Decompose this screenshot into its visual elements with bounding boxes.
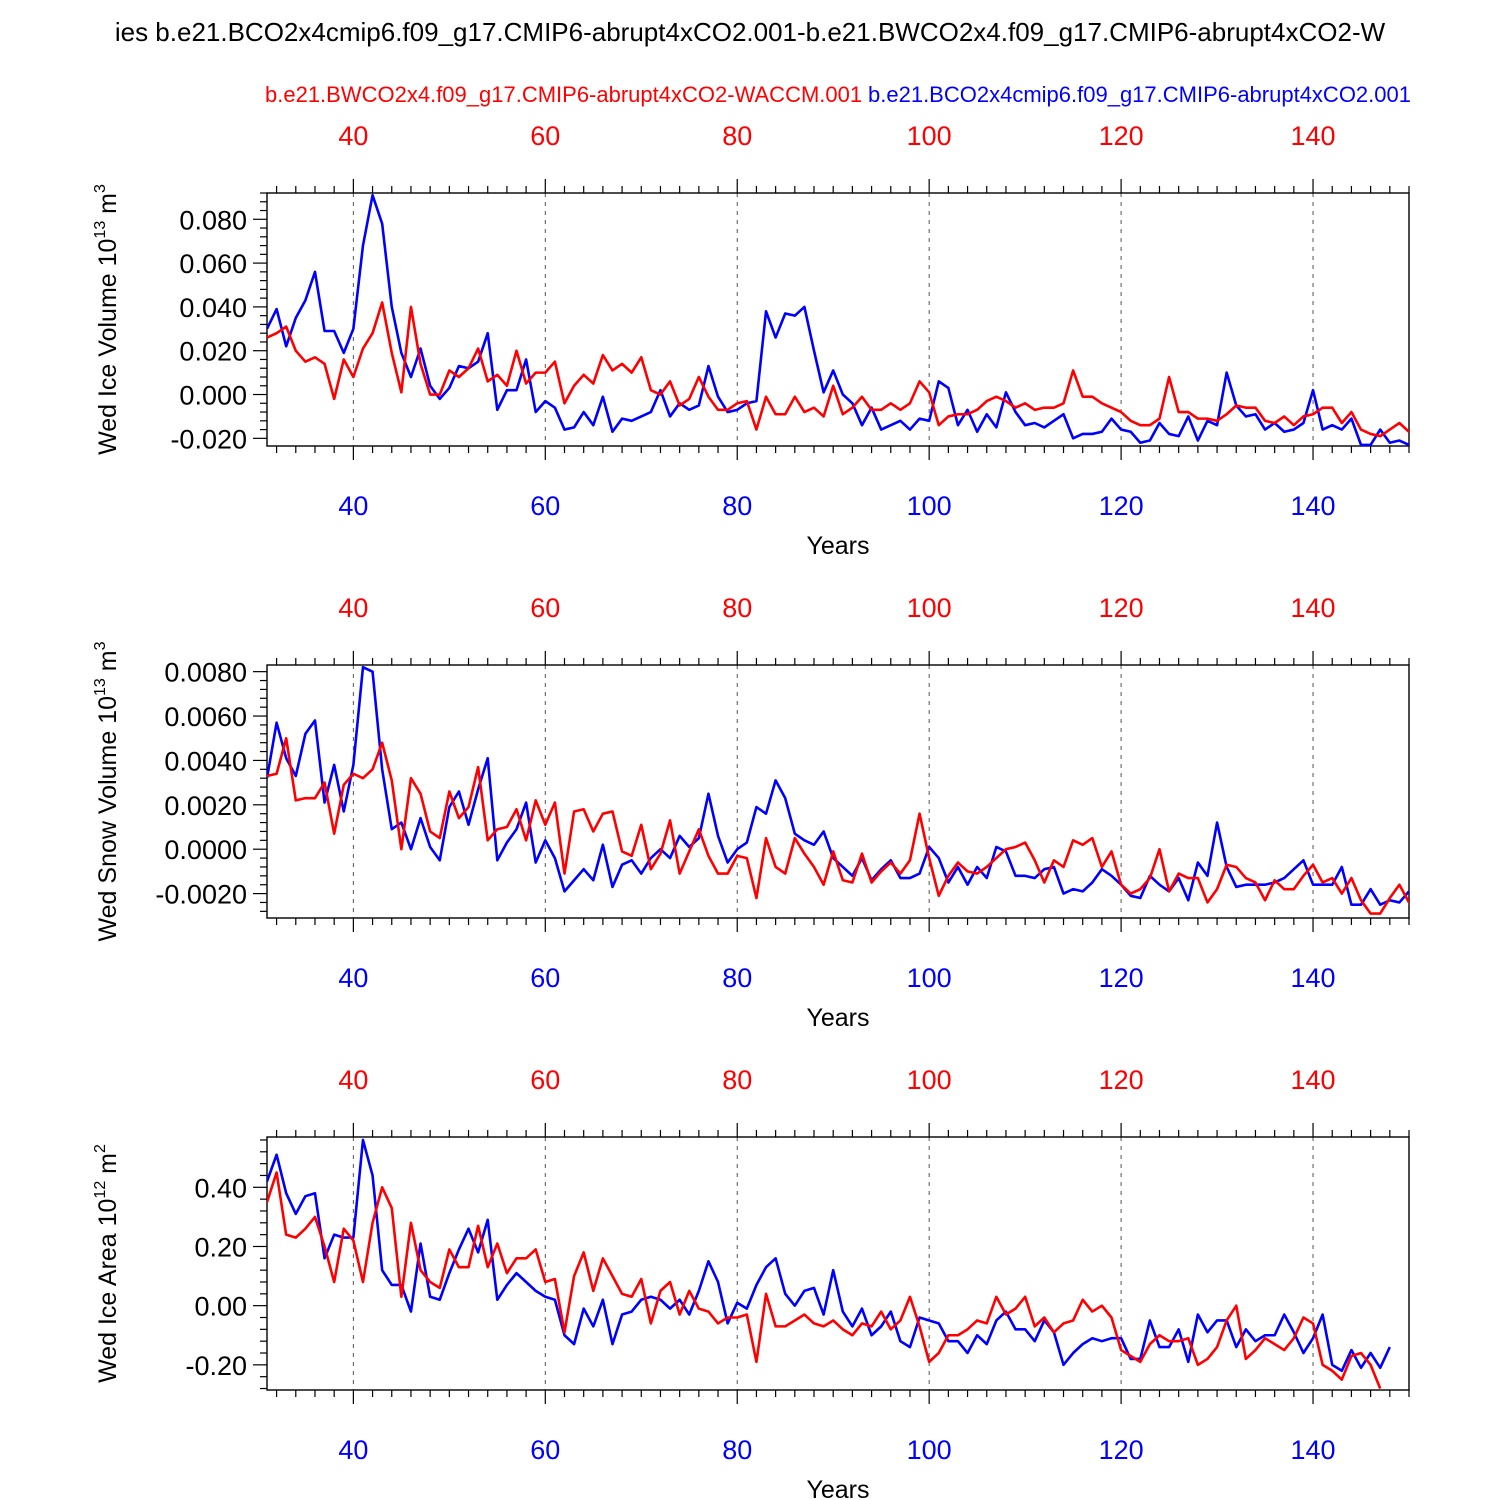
- x-tick-label-top: 40: [338, 1065, 368, 1095]
- y-axis-label-unit: m: [94, 193, 122, 221]
- x-tick-label-top: 100: [907, 1065, 952, 1095]
- y-axis-label-unit: m: [94, 650, 122, 678]
- x-tick-label-top: 140: [1291, 593, 1336, 623]
- x-tick-label-top: 120: [1099, 593, 1144, 623]
- y-tick-label: 0.0020: [164, 791, 247, 821]
- y-tick-label: -0.0020: [155, 880, 247, 910]
- x-tick-label-top: 120: [1099, 1065, 1144, 1095]
- y-tick-label: 0.000: [179, 381, 247, 411]
- plot-frame: [266, 664, 1410, 919]
- y-tick-label: 0.040: [179, 293, 247, 323]
- legend-blue-label: b.e21.BCO2x4cmip6.f09_g17.CMIP6-abrupt4x…: [868, 82, 1411, 107]
- plot-frame: [266, 192, 1410, 447]
- x-tick-label-top: 140: [1291, 1065, 1336, 1095]
- y-tick-label: -0.020: [170, 424, 247, 454]
- x-tick-label-bottom: 120: [1099, 491, 1144, 521]
- x-tick-label-top: 120: [1099, 121, 1144, 151]
- x-tick-label-bottom: 120: [1099, 963, 1144, 993]
- y-axis-label-exponent: 13: [92, 678, 109, 696]
- x-tick-label-bottom: 100: [907, 491, 952, 521]
- y-tick-label: 0.0040: [164, 746, 247, 776]
- x-tick-label-top: 140: [1291, 121, 1336, 151]
- x-tick-label-top: 40: [338, 121, 368, 151]
- y-axis-label-text: Wed Ice Volume 10: [94, 239, 122, 455]
- x-tick-label-top: 40: [338, 593, 368, 623]
- x-tick-label-bottom: 40: [338, 491, 368, 521]
- y-tick-label: -0.20: [185, 1351, 247, 1381]
- series-line-red: [267, 301, 1409, 438]
- y-axis-label-unit-exponent: 3: [92, 184, 109, 193]
- legend-red-label: b.e21.BWCO2x4.f09_g17.CMIP6-abrupt4xCO2-…: [265, 82, 862, 107]
- x-tick-label-bottom: 100: [907, 1435, 952, 1465]
- series-line-blue: [267, 193, 1409, 447]
- x-tick-label-bottom: 60: [530, 1435, 560, 1465]
- y-tick-label: 0.060: [179, 249, 247, 279]
- y-tick-label: 0.0000: [164, 835, 247, 865]
- main-title: ies b.e21.BCO2x4cmip6.f09_g17.CMIP6-abru…: [115, 17, 1386, 47]
- series-line-red: [267, 736, 1409, 915]
- x-tick-label-bottom: 140: [1291, 491, 1336, 521]
- y-axis-label: Wed Ice Area 1012 m2: [92, 1144, 122, 1383]
- x-tick-label-top: 80: [722, 593, 752, 623]
- x-tick-label-bottom: 140: [1291, 963, 1336, 993]
- y-axis-label-unit-exponent: 2: [92, 1144, 109, 1153]
- y-tick-label: 0.0060: [164, 702, 247, 732]
- x-axis-label: Years: [806, 1476, 869, 1500]
- x-tick-label-top: 80: [722, 1065, 752, 1095]
- x-tick-label-top: 60: [530, 121, 560, 151]
- x-tick-label-bottom: 40: [338, 963, 368, 993]
- y-axis-label-exponent: 13: [92, 221, 109, 239]
- y-axis-label-text: Wed Ice Area 10: [94, 1199, 122, 1383]
- x-tick-label-top: 100: [907, 121, 952, 151]
- x-tick-label-bottom: 60: [530, 491, 560, 521]
- y-tick-label: 0.00: [194, 1292, 247, 1322]
- panel-2: -0.0020 0.0000 0.0020 0.0040 0.0060 0.0080 40 4…: [92, 593, 1410, 1032]
- y-axis-label: Wed Ice Volume 1013 m3: [92, 184, 122, 455]
- panels-container: -0.020 0.000 0.020 0.040 0.060 0.080 40 40 60 60 8…: [92, 121, 1410, 1500]
- x-tick-label-top: 60: [530, 1065, 560, 1095]
- plot-frame: [266, 1136, 1410, 1391]
- panel-1: -0.020 0.000 0.020 0.040 0.060 0.080 40 40 60 60 8…: [92, 121, 1410, 560]
- x-axis-label: Years: [806, 1004, 869, 1032]
- x-tick-label-bottom: 80: [722, 963, 752, 993]
- y-tick-label: 0.020: [179, 337, 247, 367]
- y-axis-label-unit-exponent: 3: [92, 641, 109, 650]
- y-tick-label: 0.20: [194, 1232, 247, 1262]
- x-tick-label-bottom: 140: [1291, 1435, 1336, 1465]
- y-axis-label: Wed Snow Volume 1013 m3: [92, 641, 122, 941]
- panel-3: -0.20 0.00 0.20 0.40 40 40 60 60 80 80 100 100 120 12…: [92, 1065, 1410, 1500]
- y-axis-label-text: Wed Snow Volume 10: [94, 696, 122, 942]
- x-tick-label-bottom: 80: [722, 491, 752, 521]
- y-axis-label-exponent: 12: [92, 1181, 109, 1199]
- x-tick-label-bottom: 40: [338, 1435, 368, 1465]
- x-axis-label: Years: [806, 532, 869, 560]
- x-tick-label-bottom: 80: [722, 1435, 752, 1465]
- legend: b.e21.BWCO2x4.f09_g17.CMIP6-abrupt4xCO2-…: [265, 82, 1411, 107]
- y-tick-label: 0.0080: [164, 658, 247, 688]
- x-tick-label-bottom: 60: [530, 963, 560, 993]
- y-axis-label-unit: m: [94, 1153, 122, 1181]
- x-tick-label-top: 100: [907, 593, 952, 623]
- series-line-red: [267, 1171, 1382, 1390]
- x-tick-label-top: 60: [530, 593, 560, 623]
- y-tick-label: 0.40: [194, 1173, 247, 1203]
- x-tick-label-bottom: 120: [1099, 1435, 1144, 1465]
- x-tick-label-top: 80: [722, 121, 752, 151]
- y-tick-label: 0.080: [179, 205, 247, 235]
- series-line-blue: [267, 1138, 1391, 1373]
- x-tick-label-bottom: 100: [907, 963, 952, 993]
